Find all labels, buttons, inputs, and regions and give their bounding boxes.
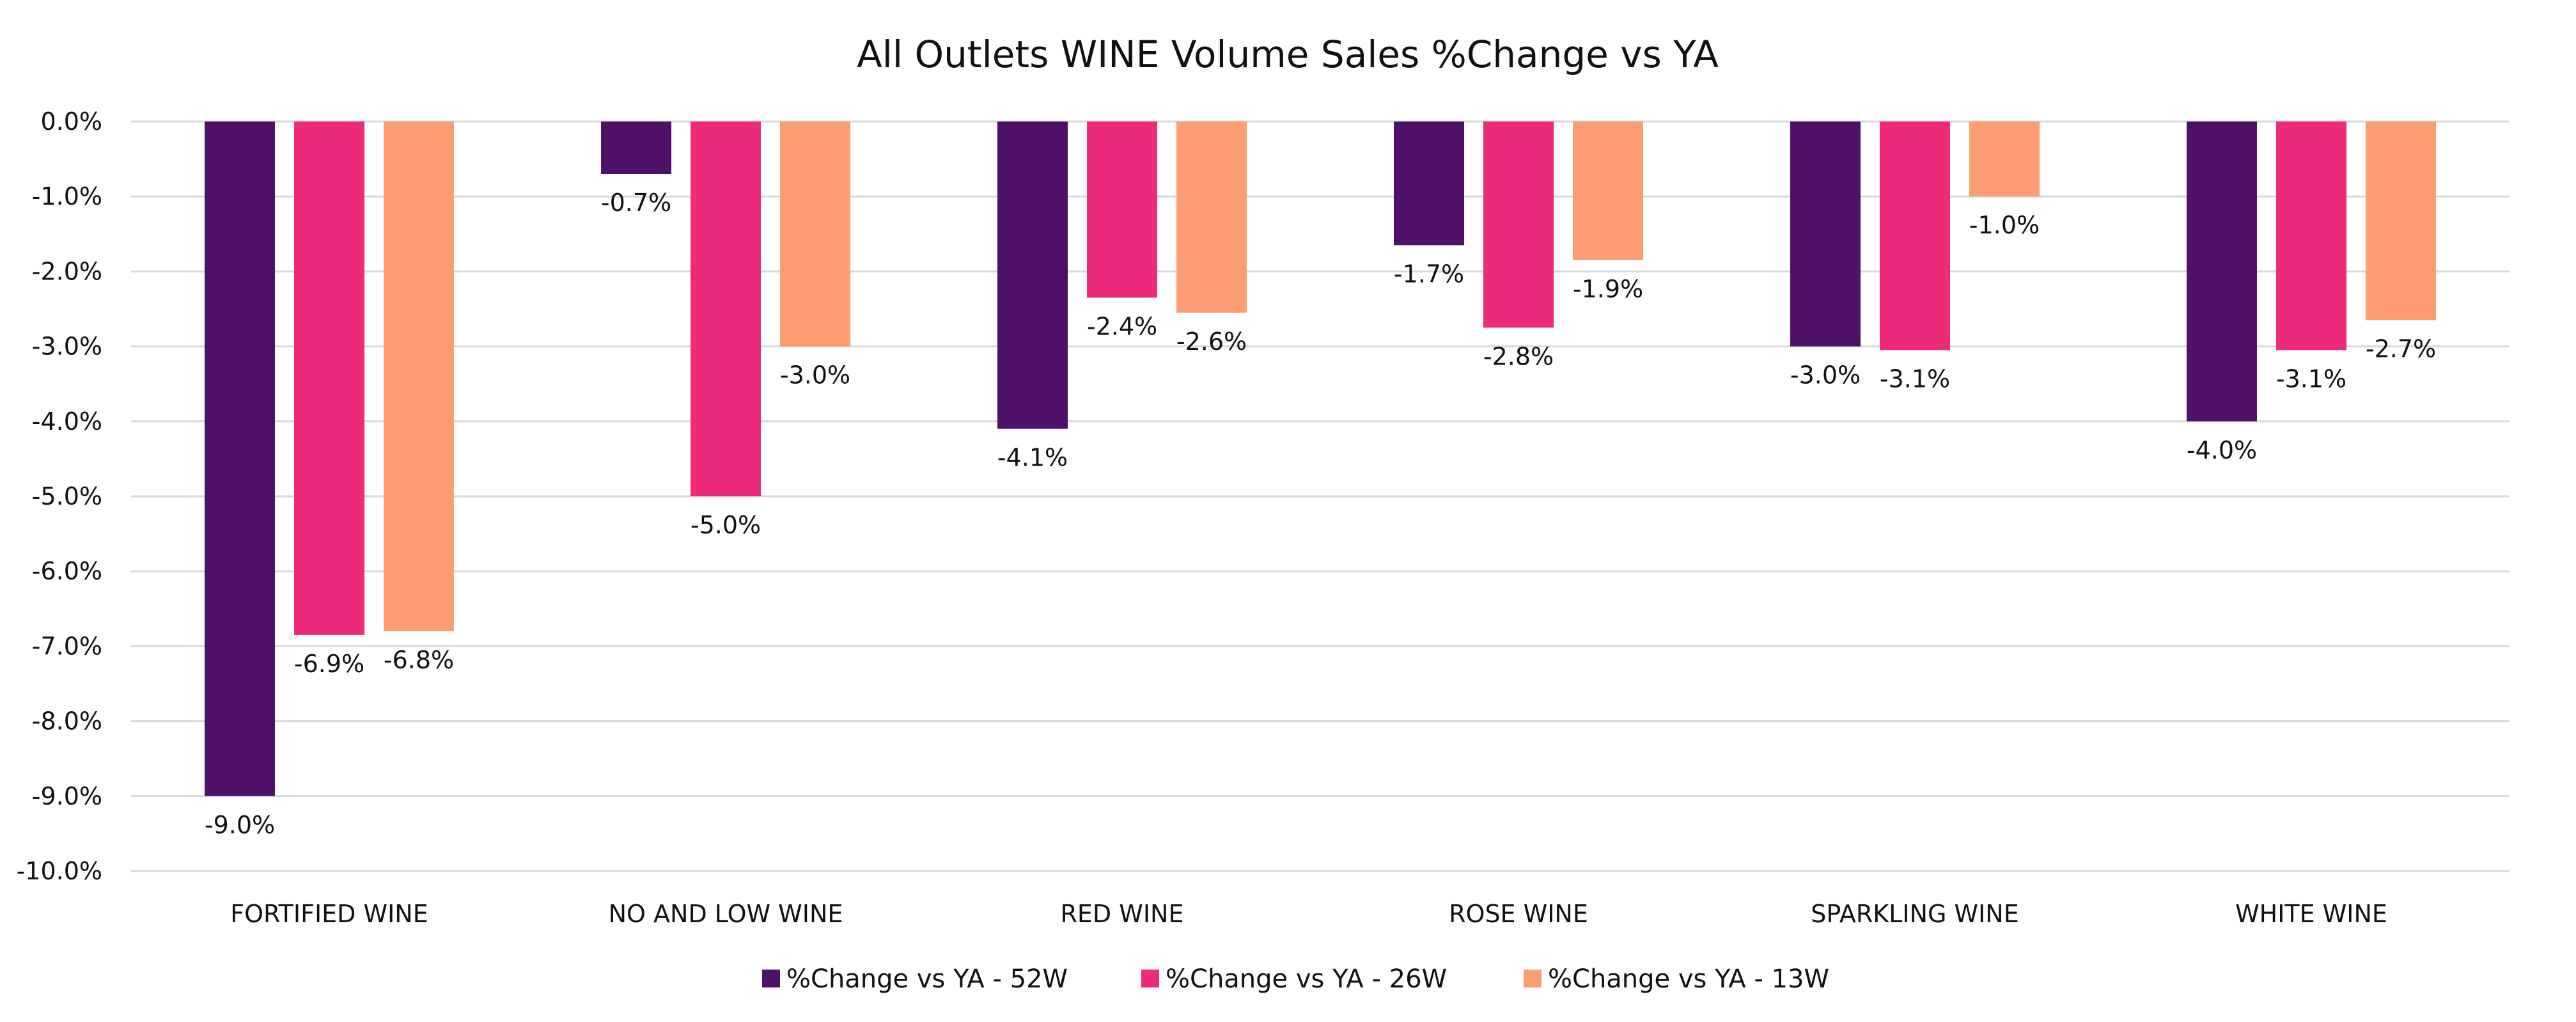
bar <box>601 122 671 175</box>
y-tick-label: -9.0% <box>32 782 102 810</box>
legend: %Change vs YA - 52W %Change vs YA - 26W %C… <box>762 964 1829 994</box>
bar <box>1394 122 1464 246</box>
y-tick-label: -3.0% <box>32 333 102 361</box>
data-label: -3.1% <box>2276 365 2346 393</box>
bar <box>294 122 364 635</box>
data-label: -9.0% <box>205 811 275 839</box>
chart-title: All Outlets WINE Volume Sales %Change vs… <box>857 33 1719 76</box>
y-tick-label: -8.0% <box>32 707 102 735</box>
bar <box>2187 122 2257 421</box>
legend-label: %Change vs YA - 13W <box>1548 964 1829 994</box>
bar <box>1087 122 1157 298</box>
bar <box>997 122 1068 429</box>
legend-label: %Change vs YA - 52W <box>786 964 1068 994</box>
bar <box>691 122 761 496</box>
data-label: -2.7% <box>2366 335 2436 363</box>
x-category-label: RED WINE <box>1061 900 1184 928</box>
data-label: -6.9% <box>294 650 364 678</box>
data-label: -4.1% <box>997 444 1068 472</box>
legend-swatch <box>1141 970 1159 987</box>
x-category-label: ROSE WINE <box>1449 900 1588 928</box>
bar <box>780 122 850 347</box>
y-tick-label: -2.0% <box>32 257 102 285</box>
y-tick-label: -10.0% <box>17 857 102 885</box>
y-tick-label: -7.0% <box>32 632 102 660</box>
data-label: -1.7% <box>1394 260 1464 288</box>
data-labels: -9.0% -6.9% -6.8% -0.7% -5.0% -3.0% -4.1% -2.4%… <box>205 189 2436 839</box>
data-label: -2.8% <box>1483 342 1554 370</box>
bar <box>2366 122 2436 320</box>
x-axis-categories: FORTIFIED WINE NO AND LOW WINE RED WINE ROS… <box>230 900 2387 928</box>
data-label: -3.0% <box>1790 361 1861 389</box>
bar <box>384 122 454 631</box>
y-tick-label: -4.0% <box>32 407 102 436</box>
bar <box>1573 122 1643 260</box>
x-category-label: FORTIFIED WINE <box>230 900 428 928</box>
data-label: -1.9% <box>1573 275 1643 303</box>
data-label: -3.1% <box>1880 365 1950 393</box>
gridlines <box>131 120 2510 872</box>
bar <box>1176 122 1247 313</box>
bar <box>205 122 275 796</box>
x-category-label: WHITE WINE <box>2235 900 2387 928</box>
data-label: -6.8% <box>384 646 454 674</box>
bar <box>1790 122 1861 347</box>
x-category-label: SPARKLING WINE <box>1811 900 2018 928</box>
data-label: -5.0% <box>691 511 761 539</box>
y-tick-label: 0.0% <box>40 107 102 136</box>
bars <box>205 122 2436 796</box>
legend-swatch <box>762 970 780 987</box>
data-label: -3.0% <box>780 361 850 389</box>
data-label: -0.7% <box>601 189 671 217</box>
x-category-label: NO AND LOW WINE <box>609 900 843 928</box>
y-tick-label: -1.0% <box>32 182 102 210</box>
bar <box>1483 122 1554 328</box>
y-tick-label: -5.0% <box>32 482 102 510</box>
bar <box>2276 122 2346 350</box>
legend-swatch <box>1524 970 1542 987</box>
legend-label: %Change vs YA - 26W <box>1166 964 1447 994</box>
data-label: -1.0% <box>1969 211 2040 239</box>
data-label: -4.0% <box>2187 436 2257 464</box>
data-label: -2.4% <box>1087 312 1157 340</box>
data-label: -2.6% <box>1176 327 1247 356</box>
bar <box>1969 122 2040 197</box>
y-axis-ticks: 0.0% -1.0% -2.0% -3.0% -4.0% -5.0% -6.0% -7.0% -… <box>17 107 102 885</box>
bar <box>1880 122 1950 350</box>
y-tick-label: -6.0% <box>32 557 102 585</box>
